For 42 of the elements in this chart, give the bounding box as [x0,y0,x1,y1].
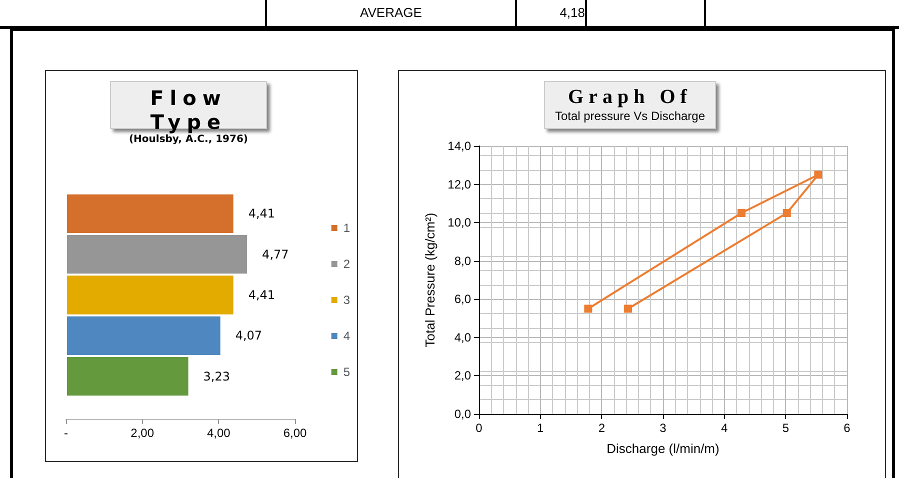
y-tick-label: 6,0 [454,292,472,306]
x-tick-label: 0 [476,421,483,435]
y-tick-label: 8,0 [454,254,472,268]
x-tick-label: 3 [660,421,667,435]
y-tick-label: 12,0 [448,177,472,192]
legend-label: 4 [343,329,350,343]
legend-label: 2 [343,257,350,271]
point [814,170,822,179]
legend-label: 5 [343,365,350,379]
point [584,304,592,313]
y-axis-title: Total Pressure (kg/cm²) [422,212,438,348]
point [782,209,791,217]
x-axis-title: Discharge (l/min/m) [606,441,720,456]
data-label: 4,41 [248,206,276,221]
x-tick-label: - [64,426,68,440]
legend-label: 3 [343,293,350,307]
x-tick-label: 4,00 [206,426,231,440]
chart-subtitle: (Houlsby, A.C., 1976) [128,134,250,145]
x-tick-label: 6 [844,421,851,435]
y-tick-label: 10,0 [448,216,472,230]
text: 4,18 [513,0,587,26]
legend-label: 1 [343,221,350,235]
point [624,304,632,313]
y-tick-label: 0,0 [454,407,472,421]
x-tick-label: 1 [536,421,544,435]
chart-title: Graph Of [567,86,693,109]
x-tick-label: 4 [720,421,728,435]
data-label: 4,77 [262,247,289,262]
text: AVERAGE [265,0,517,26]
x-tick-label: 5 [782,421,790,435]
point [738,209,746,217]
y-tick-label: 2,0 [454,368,472,383]
data-label: 4,07 [235,328,262,343]
data-label: 4,41 [248,288,276,302]
x-tick-label: 6,00 [283,426,307,440]
x-tick-label: 2 [598,421,606,435]
y-tick-label: 4,0 [454,330,472,344]
chart-subtitle: Total pressure Vs Discharge [554,109,706,123]
data-label: 3,23 [203,369,230,384]
y-tick-label: 14,0 [448,139,472,153]
x-tick-label: 2,00 [130,426,154,440]
chart-title: Flow Type [149,86,228,134]
